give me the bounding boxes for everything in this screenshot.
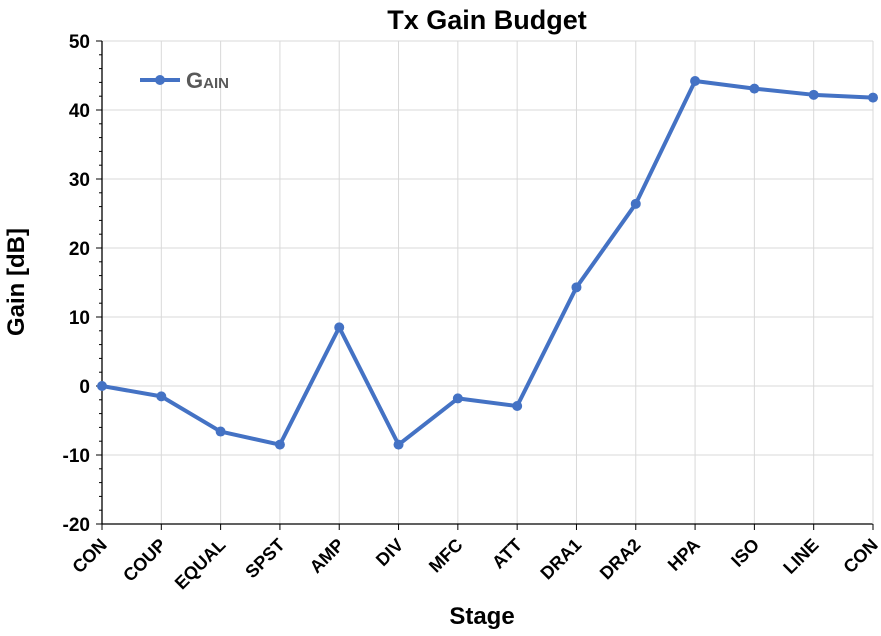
x-tick-label: AMP	[306, 535, 348, 577]
legend-swatch-marker	[155, 75, 165, 85]
x-tick-label: SPST	[241, 535, 288, 582]
data-point	[512, 401, 523, 412]
axes	[96, 40, 874, 530]
data-point	[334, 322, 345, 333]
x-tick-label: LINE	[779, 535, 822, 578]
data-point	[97, 381, 107, 391]
series-layer	[97, 76, 878, 450]
chart-title: Tx Gain Budget	[387, 5, 587, 35]
x-tick-label: ATT	[488, 535, 526, 573]
data-point	[868, 92, 878, 103]
y-tick-label: 0	[79, 377, 90, 398]
x-tick-label: EQUAL	[171, 535, 230, 594]
y-tick-labels: -20 -10 0 10 20 30 40 50	[63, 32, 90, 536]
x-tick-label: DRA1	[536, 535, 585, 584]
x-tick-label: DIV	[372, 535, 407, 570]
grid-lines	[102, 40, 874, 525]
legend: Gain	[140, 68, 229, 93]
y-tick-label: 20	[69, 239, 90, 260]
y-tick-label: -20	[63, 515, 90, 536]
x-tick-label: MFC	[425, 535, 467, 577]
x-tick-label: ISO	[727, 535, 763, 571]
data-point	[215, 426, 226, 437]
y-tick-label: 50	[69, 32, 90, 53]
data-point	[274, 439, 285, 450]
x-tick-label: HPA	[664, 535, 704, 575]
y-tick-label: 40	[69, 101, 90, 122]
data-point	[452, 393, 463, 404]
data-point	[808, 89, 819, 100]
x-tick-label: CON	[839, 535, 881, 577]
x-tick-label: DRA2	[596, 535, 645, 584]
x-tick-labels: CON COUP EQUAL SPST AMP DIV MFC ATT DRA1 DRA2 HPA I…	[68, 535, 881, 594]
data-point	[571, 282, 582, 293]
series-line	[101, 79, 874, 447]
y-tick-label: 30	[69, 170, 90, 191]
y-tick-label: 10	[69, 308, 90, 329]
x-tick-label: CON	[68, 535, 110, 577]
data-point	[156, 391, 167, 402]
x-axis-label: Stage	[449, 603, 514, 630]
data-point	[749, 83, 760, 94]
x-tick-label: COUP	[119, 535, 170, 586]
y-tick-label: -10	[63, 446, 90, 467]
y-axis-label: Gain [dB]	[3, 228, 30, 336]
data-point	[630, 198, 641, 209]
legend-label: Gain	[186, 68, 229, 93]
data-point	[393, 439, 404, 450]
data-point	[690, 76, 701, 87]
